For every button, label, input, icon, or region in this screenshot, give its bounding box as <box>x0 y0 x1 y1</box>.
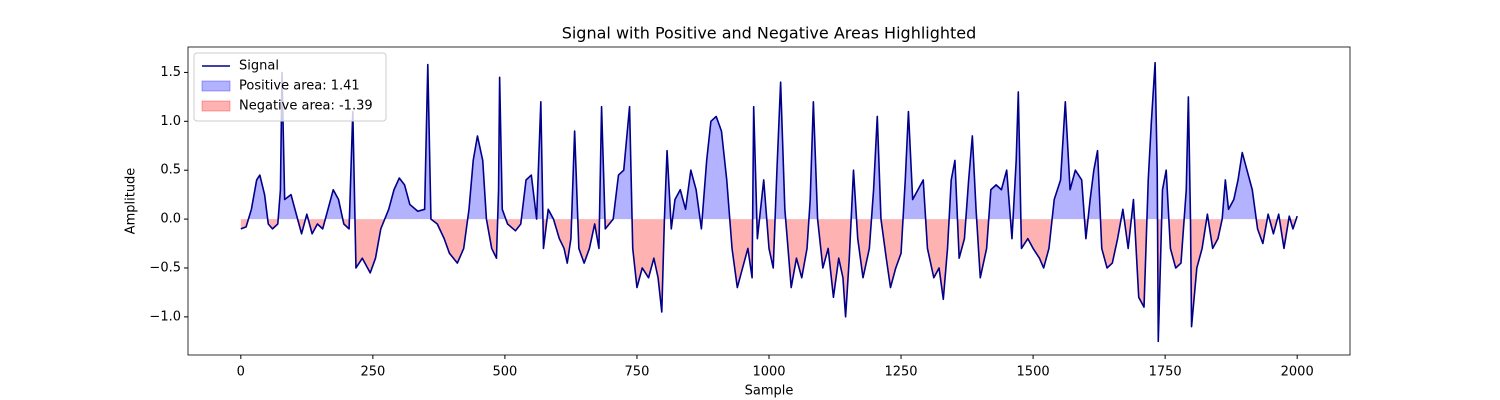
signal-line <box>240 61 1298 343</box>
y-tick-label: 1.0 <box>160 114 181 129</box>
y-tick-label: 0.0 <box>160 212 181 227</box>
x-tick-label: 1750 <box>1149 365 1182 380</box>
legend-label: Negative area: -1.39 <box>239 99 373 114</box>
y-tick-label: 1.5 <box>160 65 181 80</box>
positive-area <box>248 62 1298 220</box>
y-tick-label: −1.0 <box>149 309 181 324</box>
x-tick-label: 1000 <box>752 365 785 380</box>
x-tick-label: 1500 <box>1017 365 1050 380</box>
y-tick-label: 0.5 <box>160 163 181 178</box>
legend-patch <box>201 80 231 92</box>
plot-frame <box>187 46 1351 356</box>
legend-label: Positive area: 1.41 <box>239 79 360 94</box>
x-axis-label: Sample <box>745 384 794 399</box>
legend-patch <box>201 100 231 112</box>
legend-label: Signal <box>239 59 279 74</box>
x-tick-label: 750 <box>625 365 650 380</box>
y-tick-label: −0.5 <box>149 260 181 275</box>
x-tick-label: 500 <box>492 365 517 380</box>
x-tick-label: 2000 <box>1281 365 1314 380</box>
chart-title: Signal with Positive and Negative Areas … <box>562 24 977 43</box>
x-tick-label: 1250 <box>884 365 917 380</box>
x-tick-label: 0 <box>237 365 245 380</box>
legend-box <box>193 52 387 122</box>
x-tick-label: 250 <box>360 365 385 380</box>
y-axis-label: Amplitude <box>124 168 139 235</box>
